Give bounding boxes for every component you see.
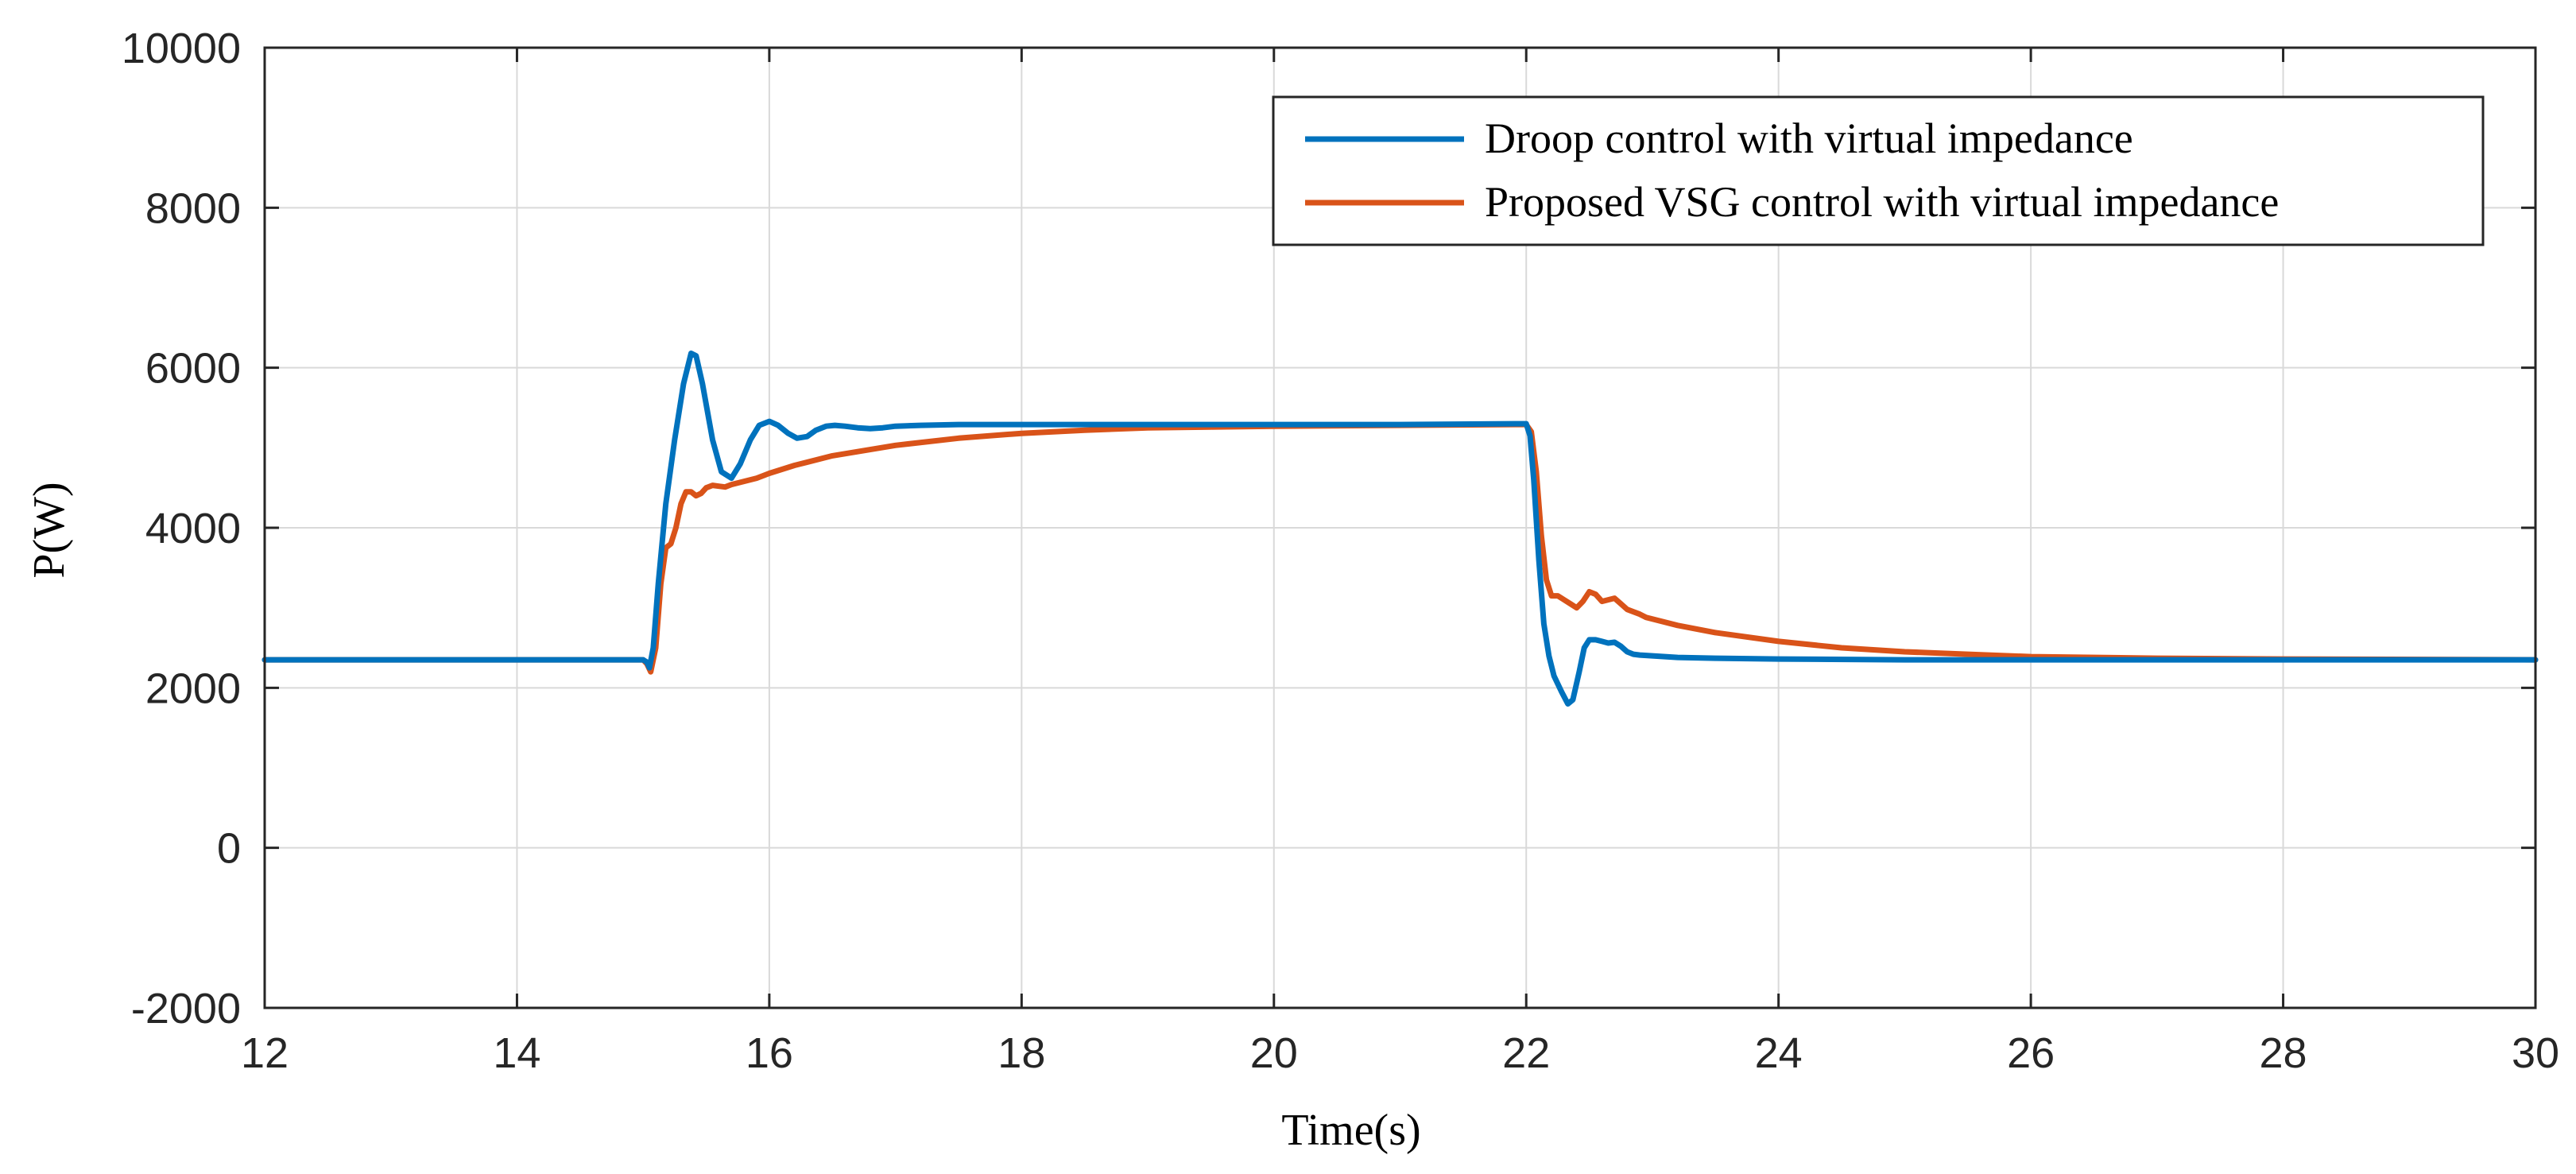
x-tick-label: 14 (493, 1029, 540, 1077)
y-tick-label: 8000 (145, 184, 241, 232)
legend-label-vsg: Proposed VSG control with virtual impeda… (1485, 178, 2279, 226)
y-tick-label: 0 (217, 825, 241, 873)
legend-label-droop: Droop control with virtual impedance (1485, 114, 2133, 162)
y-tick-label: -2000 (131, 985, 241, 1033)
x-tick-label: 18 (997, 1029, 1045, 1077)
y-tick-label: 6000 (145, 345, 241, 393)
x-tick-label: 30 (2512, 1029, 2559, 1077)
series-line-droop (261, 351, 2539, 707)
legend: Droop control with virtual impedance Pro… (1272, 95, 2485, 246)
y-axis-title: P(W) (25, 482, 74, 578)
x-tick-label: 20 (1250, 1029, 1298, 1077)
x-tick-label: 26 (2007, 1029, 2055, 1077)
x-tick-label: 24 (1755, 1029, 1803, 1077)
x-tick-label: 28 (2260, 1029, 2307, 1077)
y-tick-label: 10000 (122, 25, 241, 72)
x-axis-title: Time(s) (1281, 1106, 1420, 1155)
y-tick-label: 2000 (145, 664, 241, 712)
legend-box (1272, 95, 2485, 246)
series-layer (261, 351, 2539, 707)
y-tick-label: 4000 (145, 505, 241, 552)
x-tick-label: 22 (1502, 1029, 1550, 1077)
ticks: 12 14 16 18 20 22 24 26 28 30 -2000 0 2000 4000 6000 80… (122, 25, 2559, 1077)
x-tick-label: 16 (746, 1029, 793, 1077)
x-tick-label: 12 (241, 1029, 289, 1077)
